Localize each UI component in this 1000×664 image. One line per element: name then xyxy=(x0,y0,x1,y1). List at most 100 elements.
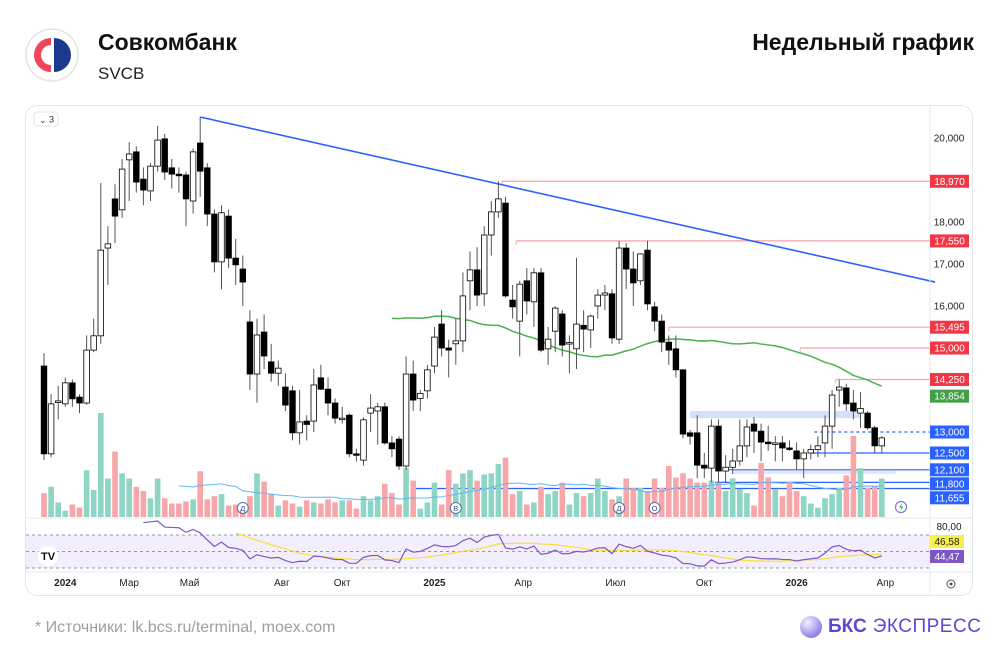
candle-up xyxy=(814,445,822,451)
candle-down xyxy=(303,420,310,425)
candle-up xyxy=(544,338,552,350)
candle-down xyxy=(523,280,530,302)
volume-bar xyxy=(566,504,573,517)
volume-bar xyxy=(595,478,601,517)
volume-bar xyxy=(580,496,587,517)
brand-bold: БКС xyxy=(828,616,867,637)
candle-up xyxy=(62,382,69,405)
indicator-count: 3 xyxy=(49,115,54,125)
candle-down xyxy=(246,321,254,375)
chevron-down-icon: ⌄ xyxy=(39,115,47,125)
candle-down xyxy=(715,425,722,472)
candle-up xyxy=(466,269,474,282)
candle-down xyxy=(537,272,545,351)
candle-up xyxy=(154,139,161,167)
volume-bar xyxy=(282,500,289,517)
volume-bar xyxy=(609,499,615,517)
candle-down xyxy=(133,151,140,183)
volume-bar xyxy=(722,491,729,517)
rsi-value-tag-label: 44,47 xyxy=(934,552,959,563)
event-badge xyxy=(236,502,249,514)
candle-down xyxy=(381,406,388,444)
time-axis-label: Апр xyxy=(514,578,532,589)
volume-bar xyxy=(630,487,637,517)
candle-up xyxy=(55,400,62,404)
volume-bar xyxy=(524,504,530,517)
volume-bar xyxy=(431,482,438,517)
volume-bar xyxy=(126,478,132,517)
rsi-ma-line xyxy=(235,532,882,562)
candle-up xyxy=(83,349,90,404)
candle-down xyxy=(864,412,871,429)
volume-bar xyxy=(154,478,161,517)
candle-up xyxy=(147,165,154,192)
candle-up xyxy=(743,426,751,447)
price-chart[interactable]: Д В Д О 20,000 18,000 17,000 16,000 2024 Мар Май А… xyxy=(26,106,973,596)
volume-bar xyxy=(651,478,658,517)
candle-up xyxy=(367,407,374,414)
volume-bar xyxy=(318,503,324,517)
candle-up xyxy=(800,452,807,460)
candle-down xyxy=(665,341,672,351)
volume-bar xyxy=(410,480,416,517)
volume-bar xyxy=(587,493,594,517)
volume-bar xyxy=(850,435,857,517)
candle-down xyxy=(282,386,289,406)
volume-bar xyxy=(83,470,90,517)
candle-down xyxy=(679,369,687,435)
volume-bar xyxy=(261,481,267,517)
volume-bar xyxy=(673,477,679,517)
alert-lightning-icon[interactable] xyxy=(894,500,908,514)
price-tag-resistance-label: 17,550 xyxy=(934,236,965,247)
volume-bar xyxy=(488,473,495,517)
candle-up xyxy=(402,373,410,467)
price-axis-label: 18,000 xyxy=(934,218,965,229)
volume-bar xyxy=(275,505,282,517)
price-tag-support xyxy=(930,446,969,460)
volume-bar xyxy=(438,504,445,517)
candle-down xyxy=(765,441,772,445)
volume-bar xyxy=(666,466,672,517)
candle-down xyxy=(694,432,701,466)
price-tag-resistance xyxy=(930,320,969,334)
time-axis-label: 2024 xyxy=(54,578,77,589)
candle-up xyxy=(566,342,573,345)
volume-bar xyxy=(829,494,835,517)
volume-bar xyxy=(247,496,253,517)
collapse-indicators-button[interactable]: ⌄ 3 xyxy=(33,111,59,127)
candle-up xyxy=(615,247,623,340)
volume-bar xyxy=(758,462,764,517)
chart-settings-gear-icon[interactable] xyxy=(946,579,956,589)
price-axis-label: 16,000 xyxy=(934,302,965,313)
candle-up xyxy=(338,417,346,421)
price-tag-support xyxy=(930,477,969,491)
price-tag-resistance-label: 15,495 xyxy=(934,323,965,334)
candle-up xyxy=(828,394,836,427)
volume-bar xyxy=(800,496,807,517)
candle-up xyxy=(431,336,438,367)
volume-bar xyxy=(843,475,850,517)
volume-bar xyxy=(424,502,431,517)
sovcombank-logo xyxy=(25,28,79,82)
volume-bar xyxy=(808,503,814,517)
volume-bar xyxy=(48,486,54,517)
volume-bar xyxy=(403,468,409,517)
candle-down xyxy=(76,396,83,404)
event-badge-label: В xyxy=(453,504,458,513)
price-tag-resistance xyxy=(930,174,969,188)
volume-bar xyxy=(857,468,864,517)
candle-down xyxy=(608,293,616,339)
candle-up xyxy=(530,272,538,303)
volume-bar xyxy=(303,500,310,517)
time-axis-label: Апр xyxy=(877,578,895,589)
event-badge xyxy=(613,502,626,514)
volume-bar xyxy=(751,505,757,517)
price-tag-support-label: 11,655 xyxy=(935,493,965,504)
price-tag-resistance xyxy=(930,234,969,248)
candle-up xyxy=(424,369,431,392)
volume-bar xyxy=(474,480,480,517)
volume-bar xyxy=(325,499,331,517)
candle-up xyxy=(218,212,225,263)
volume-bar xyxy=(779,496,786,517)
brand-rest: ЭКСПРЕСС xyxy=(872,616,982,637)
